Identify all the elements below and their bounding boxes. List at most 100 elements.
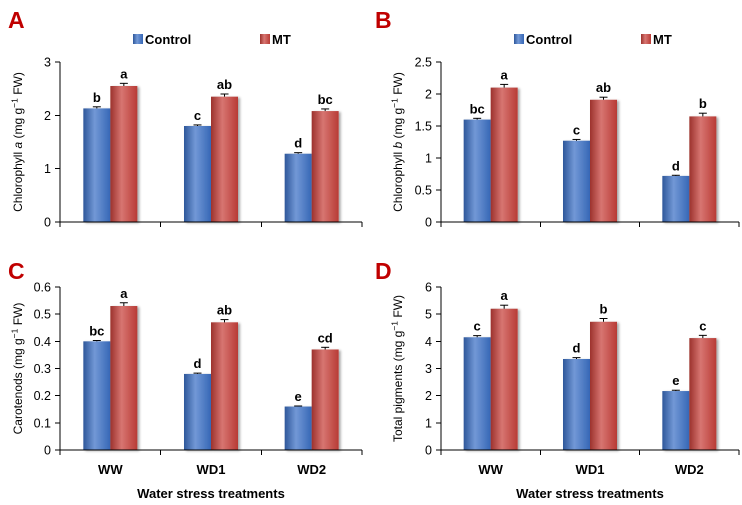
bar-b-wd1-control [563, 140, 590, 222]
legend-swatch-b-mt [641, 34, 651, 44]
x-axis-title-c: Water stress treatments [137, 486, 285, 501]
panel-label-d: D [375, 258, 392, 284]
significance-letter-b-wd2-control: d [672, 158, 680, 173]
bar-c-wd2-mt [311, 349, 339, 450]
y-axis-title-segment-c-2: FW) [11, 303, 25, 329]
significance-letter-b-ww-mt: a [501, 67, 509, 82]
y-tick-label-c-5: 0.5 [34, 308, 51, 322]
bar-b-wd1-mt [590, 99, 617, 222]
bar-a-wd1-control [184, 126, 211, 222]
bar-c-wd2-control [284, 406, 312, 450]
y-tick-label-d-2: 2 [425, 389, 432, 403]
legend-label-b-mt: MT [653, 32, 672, 47]
y-tick-label-a-3: 3 [44, 56, 51, 70]
y-tick-label-c-6: 0.6 [34, 281, 51, 295]
y-axis-title-segment-b-0: Chlorophyll [391, 149, 405, 212]
y-axis-title-c: Carotenods (mg g−1 FW) [10, 303, 26, 435]
y-axis-title-segment-d-1: −1 [390, 321, 400, 331]
y-tick-label-c-0: 0 [44, 444, 51, 458]
bar-c-wd1-control [184, 373, 211, 450]
significance-letter-c-ww-control: bc [89, 324, 104, 339]
y-axis-title-d: Total pigments (mg g−1 FW) [390, 295, 406, 442]
y-tick-label-d-6: 6 [425, 281, 432, 295]
bar-b-wd2-control [662, 175, 690, 222]
significance-letter-c-wd1-control: d [194, 356, 202, 371]
significance-letter-b-ww-control: bc [470, 101, 485, 116]
y-tick-label-b-1: 0.5 [415, 184, 432, 198]
y-tick-label-c-4: 0.4 [34, 335, 51, 349]
bar-b-wd2-mt [689, 116, 717, 222]
y-axis-title-segment-b-4: FW) [391, 72, 405, 98]
panel-a: A Chlorophyll a (mg g−1 FW) b a c ab d bc 0 1 2 3 Co… [8, 7, 363, 230]
x-tick-label-c-ww: WW [98, 462, 123, 477]
significance-letter-c-ww-mt: a [120, 286, 128, 301]
significance-letter-d-ww-control: c [474, 319, 481, 334]
legend-swatch-b-control [514, 34, 524, 44]
y-tick-label-b-4: 2 [425, 88, 432, 102]
y-axis-title-segment-a-0: Chlorophyll [11, 149, 25, 212]
y-tick-label-d-4: 4 [425, 335, 432, 349]
y-axis-title-segment-a-1: a [11, 142, 25, 149]
panel-b: B Chlorophyll b (mg g−1 FW) bc a c ab d b 0 0.5 1 1… [375, 7, 740, 230]
y-tick-label-b-2: 1 [425, 152, 432, 166]
bar-d-wd1-mt [590, 321, 617, 450]
y-axis-title-segment-a-3: −1 [10, 98, 20, 108]
y-tick-label-a-0: 0 [44, 216, 51, 230]
legend-b: Control MT [514, 32, 672, 47]
significance-letter-d-ww-mt: a [501, 288, 509, 303]
bar-a-ww-mt [110, 86, 138, 222]
panel-label-c: C [8, 258, 25, 284]
bar-c-ww-control [83, 341, 111, 450]
significance-letter-a-wd1-mt: ab [217, 77, 232, 92]
x-axis-title-d: Water stress treatments [516, 486, 664, 501]
y-axis-title-segment-c-1: −1 [10, 328, 20, 338]
y-tick-label-d-1: 1 [425, 416, 432, 430]
bar-a-wd1-mt [211, 96, 238, 222]
legend-label-a-control: Control [145, 32, 191, 47]
significance-letter-c-wd2-mt: cd [318, 330, 333, 345]
significance-letter-a-wd2-mt: bc [318, 92, 333, 107]
bar-d-ww-mt [490, 308, 518, 450]
significance-letter-d-wd2-mt: c [699, 318, 706, 333]
bar-d-ww-control [463, 337, 491, 450]
significance-letter-c-wd1-mt: ab [217, 303, 232, 318]
significance-letter-b-wd1-control: c [573, 122, 580, 137]
significance-letter-a-wd1-control: c [194, 108, 201, 123]
x-tick-label-d-wd2: WD2 [675, 462, 704, 477]
legend-swatch-a-mt [260, 34, 270, 44]
panel-label-b: B [375, 7, 392, 33]
y-tick-label-d-3: 3 [425, 362, 432, 376]
y-axis-title-a: Chlorophyll a (mg g−1 FW) [10, 72, 26, 212]
y-axis-title-segment-b-2: (mg g [391, 108, 405, 142]
y-axis-title-segment-a-4: FW) [11, 72, 25, 98]
bar-c-wd1-mt [211, 322, 238, 450]
y-axis-title-segment-b-3: −1 [390, 98, 400, 108]
x-tick-label-c-wd1: WD1 [197, 462, 226, 477]
y-tick-label-d-5: 5 [425, 308, 432, 322]
bar-d-wd2-control [662, 391, 690, 450]
bar-b-ww-control [463, 119, 491, 222]
y-tick-label-a-1: 1 [44, 162, 51, 176]
y-tick-label-c-3: 0.3 [34, 362, 51, 376]
bar-a-wd2-mt [311, 111, 339, 222]
bar-c-ww-mt [110, 306, 138, 450]
significance-letter-d-wd1-mt: b [600, 302, 608, 317]
y-axis-title-segment-c-0: Carotenods (mg g [11, 338, 25, 434]
y-tick-label-c-2: 0.2 [34, 389, 51, 403]
legend-a: Control MT [133, 32, 291, 47]
legend-swatch-a-control [133, 34, 143, 44]
significance-letter-a-wd2-control: d [294, 136, 302, 151]
y-tick-label-a-2: 2 [44, 109, 51, 123]
significance-letter-a-ww-mt: a [120, 66, 128, 81]
y-axis-title-segment-b-1: b [391, 142, 405, 149]
significance-letter-c-wd2-control: e [295, 389, 302, 404]
x-tick-label-d-wd1: WD1 [576, 462, 605, 477]
significance-letter-d-wd2-control: e [672, 373, 679, 388]
panel-label-a: A [8, 7, 25, 33]
y-axis-title-segment-a-2: (mg g [11, 108, 25, 142]
y-axis-title-b: Chlorophyll b (mg g−1 FW) [390, 72, 406, 212]
y-axis-title-segment-d-2: FW) [391, 295, 405, 321]
bar-b-ww-mt [490, 87, 518, 222]
